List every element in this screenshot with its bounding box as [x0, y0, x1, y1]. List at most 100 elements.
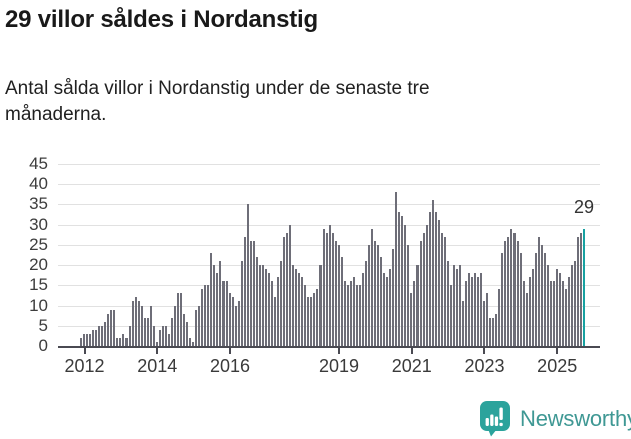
- bar: [346, 285, 349, 346]
- bar: [343, 281, 346, 346]
- bar: [86, 333, 89, 346]
- bar: [92, 329, 95, 346]
- bar: [131, 301, 134, 346]
- bar: [261, 265, 264, 346]
- bar: [280, 260, 283, 346]
- bar: [337, 244, 340, 346]
- x-axis-label: 2023: [464, 356, 505, 376]
- x-axis-label: 2019: [319, 356, 360, 376]
- bar: [313, 293, 316, 346]
- bar: [352, 277, 355, 346]
- bar: [434, 212, 437, 346]
- bar: [498, 289, 501, 346]
- bar: [334, 240, 337, 346]
- bar: [170, 317, 173, 346]
- bar: [525, 293, 528, 346]
- bars-group: [80, 156, 586, 346]
- bar: [480, 273, 483, 346]
- bar: [249, 240, 252, 346]
- bar: [486, 293, 489, 346]
- gridline: [58, 204, 600, 206]
- bar: [531, 269, 534, 346]
- bar: [477, 277, 480, 346]
- bar: [355, 285, 358, 346]
- bar: [243, 236, 246, 346]
- bar: [110, 309, 113, 346]
- bar: [510, 228, 513, 346]
- bar: [489, 317, 492, 346]
- bar: [219, 260, 222, 346]
- bar: [507, 236, 510, 346]
- bar: [513, 232, 516, 346]
- bar: [158, 329, 161, 346]
- bar: [198, 305, 201, 346]
- page-title: 29 villor såldes i Nordanstig: [5, 6, 318, 33]
- y-axis-label: 10: [29, 295, 48, 315]
- bar: [374, 240, 377, 346]
- bar: [134, 297, 137, 346]
- bar: [98, 325, 101, 346]
- bar: [504, 240, 507, 346]
- bar: [371, 228, 374, 346]
- bar: [304, 285, 307, 346]
- bar: [149, 305, 152, 346]
- bar: [540, 244, 543, 346]
- bar: [186, 321, 189, 346]
- bar: [183, 313, 186, 346]
- bar: [195, 309, 198, 346]
- bar: [177, 293, 180, 346]
- bar: [295, 269, 298, 346]
- bar: [555, 269, 558, 346]
- bar: [152, 325, 155, 346]
- bar: [413, 281, 416, 346]
- bar: [404, 224, 407, 346]
- bar: [255, 256, 258, 346]
- y-axis-label: 15: [29, 275, 48, 295]
- bar: [107, 313, 110, 346]
- bar: [328, 224, 331, 346]
- x-axis-tick: [156, 348, 159, 354]
- x-axis-tick: [83, 348, 86, 354]
- bar: [552, 281, 555, 346]
- bar: [558, 273, 561, 346]
- y-axis-label: 40: [29, 174, 48, 193]
- newsworthy-logo: Newsworthy: [478, 400, 631, 437]
- bar: [237, 301, 240, 346]
- bar: [222, 281, 225, 346]
- bar: [410, 293, 413, 346]
- bar-chart-speech-bubble-icon: [478, 400, 512, 437]
- bar: [528, 277, 531, 346]
- bar: [322, 228, 325, 346]
- bar: [519, 252, 522, 346]
- bar: [128, 325, 131, 346]
- bar: [201, 289, 204, 346]
- x-axis-tick: [228, 348, 231, 354]
- brand-name: Newsworthy: [520, 405, 631, 431]
- y-axis-label: 30: [29, 214, 48, 234]
- bar: [568, 277, 571, 346]
- bar: [274, 297, 277, 346]
- bar: [361, 273, 364, 346]
- bar: [213, 265, 216, 346]
- bar: [283, 236, 286, 346]
- bar: [210, 252, 213, 346]
- bar: [301, 277, 304, 346]
- bar: [192, 341, 195, 346]
- bar: [389, 269, 392, 346]
- bar: [267, 273, 270, 346]
- bar: [189, 337, 192, 346]
- bar: [289, 224, 292, 346]
- bar: [264, 269, 267, 346]
- bar: [204, 285, 207, 346]
- bar: [549, 281, 552, 346]
- bar: [416, 265, 419, 346]
- bar: [446, 260, 449, 346]
- bar: [270, 281, 273, 346]
- bar: [398, 212, 401, 346]
- bar: [364, 260, 367, 346]
- bar: [340, 256, 343, 346]
- gridline: [58, 163, 600, 165]
- bar: [161, 325, 164, 346]
- highlighted-bar: [583, 228, 586, 346]
